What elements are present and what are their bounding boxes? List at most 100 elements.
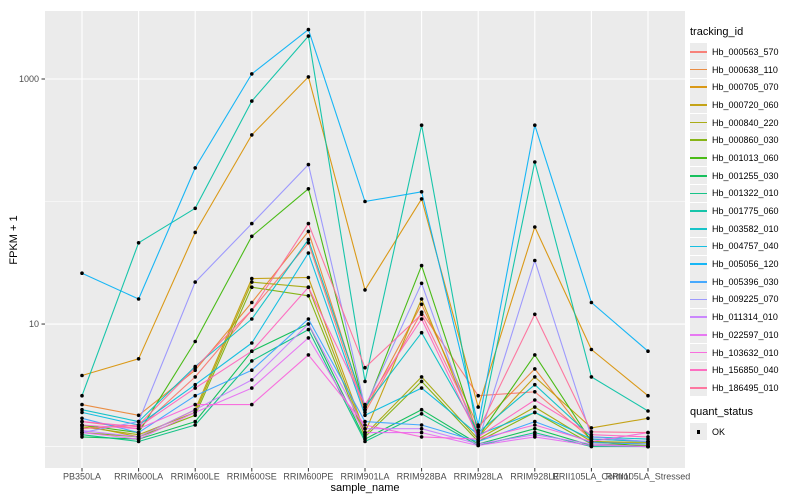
legend-key-line-icon [690, 157, 707, 159]
legend-key-swatch [690, 308, 707, 326]
legend-key-point-icon [696, 429, 701, 434]
data-point [646, 444, 650, 449]
data-point [306, 322, 311, 326]
legend-key-swatch [690, 237, 707, 255]
data-point [306, 162, 311, 167]
data-point [306, 336, 311, 340]
legend-entry: Hb_005396_030 [690, 273, 798, 291]
data-point [193, 386, 197, 390]
data-point [306, 353, 311, 357]
legend-title-tracking-id: tracking_id [690, 26, 744, 38]
data-point [193, 368, 197, 373]
data-point [193, 280, 197, 284]
legend-key-swatch [690, 379, 707, 397]
data-point [476, 423, 481, 427]
x-tick-label: RRIM901LA [340, 472, 389, 482]
data-point [533, 435, 537, 439]
data-point [589, 439, 594, 444]
x-tick-label: RRIM600SE [227, 472, 277, 482]
legend-entry-label: Hb_186495_010 [712, 382, 779, 393]
data-point [533, 353, 537, 357]
x-tick-label: RRIM928BA [397, 472, 447, 482]
data-point [589, 375, 594, 379]
legend-entry-label: Hb_022597_010 [712, 329, 779, 340]
data-point [250, 402, 254, 407]
legend-entry-label: Hb_000563_570 [712, 46, 779, 57]
data-point [363, 426, 367, 431]
data-point [646, 416, 650, 421]
legend-entry-label: Hb_009225_070 [712, 294, 779, 305]
data-point [419, 281, 424, 286]
data-point [80, 426, 84, 431]
data-point [306, 221, 311, 226]
legend-key-line-icon [690, 316, 707, 319]
data-point [363, 410, 367, 415]
legend-entry-label: Hb_001322_010 [712, 188, 779, 199]
data-point [419, 412, 424, 416]
data-point [250, 386, 254, 390]
data-point [193, 410, 197, 415]
legend-entry: Hb_001255_030 [690, 167, 798, 185]
data-point [363, 430, 367, 435]
legend-entry: Hb_001775_060 [690, 202, 798, 220]
data-point [533, 375, 537, 379]
data-point [193, 419, 197, 424]
data-point [589, 347, 594, 352]
legend-key-swatch [690, 131, 707, 149]
data-point [533, 382, 537, 387]
legend-entry-label: Hb_005056_120 [712, 259, 779, 270]
data-point [363, 199, 367, 204]
data-point [80, 373, 84, 378]
data-point [193, 206, 197, 211]
data-point [250, 368, 254, 373]
data-point [80, 423, 84, 427]
data-point [193, 339, 197, 344]
data-point [419, 123, 424, 127]
data-point [419, 297, 424, 301]
legend-key-line-icon [690, 334, 707, 336]
x-tick-label: RRIM928LA [454, 472, 503, 482]
data-point [80, 407, 84, 412]
data-point [419, 375, 424, 379]
x-tick-label: RRIM600LE [171, 472, 220, 482]
legend-key-line-icon [690, 104, 707, 106]
legend-entry: Hb_009225_070 [690, 290, 798, 309]
legend-key-line-icon [690, 369, 707, 372]
data-point [419, 312, 424, 317]
data-point [419, 263, 424, 268]
data-point [533, 423, 537, 427]
data-point [363, 407, 367, 412]
legend-entry: Hb_000705_070 [690, 78, 798, 96]
x-tick-label: RRIM928LE [510, 472, 559, 482]
legend-key-line-icon [690, 245, 707, 248]
legend-entry-label: Hb_001775_060 [712, 206, 779, 217]
legend-key-line-icon [690, 174, 707, 177]
data-point [136, 430, 141, 435]
y-axis-title: FPKM + 1 [8, 215, 20, 265]
data-point [250, 317, 254, 321]
data-point [136, 423, 141, 427]
legend-key-line-icon [690, 351, 707, 354]
data-point [193, 407, 197, 412]
legend-entry: Hb_000840_220 [690, 114, 798, 132]
data-point [363, 365, 367, 370]
data-point [646, 409, 650, 413]
data-point [250, 378, 254, 382]
legend-entry: Hb_000563_570 [690, 43, 798, 61]
data-point [646, 439, 650, 444]
data-point [250, 221, 254, 226]
data-point [193, 382, 197, 387]
legend-entry: Hb_156850_040 [690, 361, 798, 379]
data-point [193, 413, 197, 418]
data-point [476, 428, 481, 433]
legend-key-line-icon [690, 298, 707, 301]
data-point [533, 160, 537, 164]
data-point [193, 365, 197, 370]
data-point [136, 297, 141, 301]
data-point [250, 276, 254, 281]
data-point [646, 442, 650, 446]
legend-entry-label: OK [712, 426, 726, 437]
data-point [589, 426, 594, 430]
legend-entry: Hb_001013_060 [690, 149, 798, 167]
x-tick-label: RRII105LA_Stressed [606, 472, 691, 482]
